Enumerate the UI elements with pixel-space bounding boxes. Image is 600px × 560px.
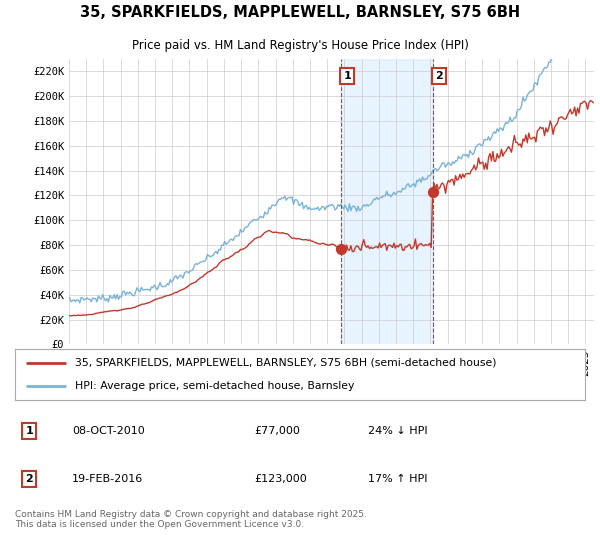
Text: 2: 2	[25, 474, 33, 484]
Text: 24% ↓ HPI: 24% ↓ HPI	[368, 426, 428, 436]
Text: 2: 2	[435, 71, 443, 81]
Text: Price paid vs. HM Land Registry's House Price Index (HPI): Price paid vs. HM Land Registry's House …	[131, 39, 469, 53]
Text: 17% ↑ HPI: 17% ↑ HPI	[368, 474, 428, 484]
Text: Contains HM Land Registry data © Crown copyright and database right 2025.
This d: Contains HM Land Registry data © Crown c…	[15, 510, 367, 529]
Text: 35, SPARKFIELDS, MAPPLEWELL, BARNSLEY, S75 6BH: 35, SPARKFIELDS, MAPPLEWELL, BARNSLEY, S…	[80, 6, 520, 20]
Bar	[341, 59, 433, 344]
Text: 08-OCT-2010: 08-OCT-2010	[72, 426, 145, 436]
Point	[336, 244, 346, 253]
Text: £77,000: £77,000	[254, 426, 300, 436]
Text: 1: 1	[343, 71, 351, 81]
Text: 19-FEB-2016: 19-FEB-2016	[72, 474, 143, 484]
Text: £123,000: £123,000	[254, 474, 307, 484]
Text: 1: 1	[25, 426, 33, 436]
Point	[428, 187, 437, 196]
Text: HPI: Average price, semi-detached house, Barnsley: HPI: Average price, semi-detached house,…	[75, 381, 354, 391]
Text: 35, SPARKFIELDS, MAPPLEWELL, BARNSLEY, S75 6BH (semi-detached house): 35, SPARKFIELDS, MAPPLEWELL, BARNSLEY, S…	[75, 358, 496, 368]
